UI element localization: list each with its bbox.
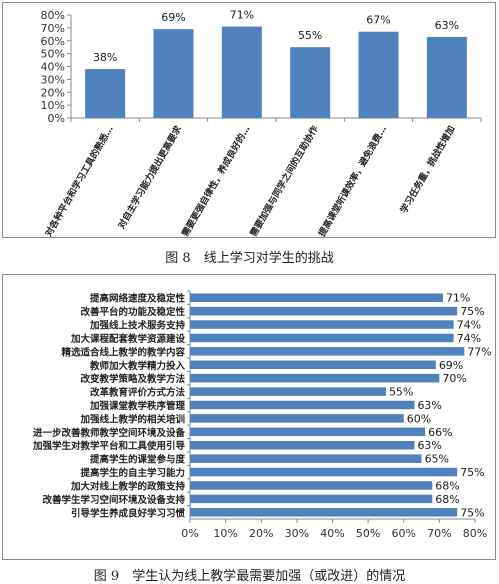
x-tick-label: 10% bbox=[213, 527, 237, 540]
bar bbox=[290, 47, 331, 118]
data-label: 66% bbox=[428, 426, 452, 439]
data-label: 74% bbox=[457, 332, 481, 345]
x-tick-label: 60% bbox=[392, 527, 416, 540]
bar bbox=[190, 414, 404, 423]
chart-panel-challenges: 0% 10% 20% 30% 40% 50% 60% 70% 80% 38% 对各种平台和学习工具的… bbox=[2, 2, 496, 239]
x-category-label: 需要加强与同学之间的互助协作 bbox=[247, 124, 320, 238]
data-label: 75% bbox=[460, 466, 484, 479]
bar bbox=[190, 373, 440, 383]
data-label: 55% bbox=[389, 386, 413, 399]
y-category-label: 改革教育评价方式方法 bbox=[90, 387, 186, 399]
x-tick-label: 70% bbox=[427, 527, 451, 540]
x-tick-label: 30% bbox=[285, 527, 309, 540]
bar bbox=[190, 427, 426, 437]
data-label: 68% bbox=[435, 493, 459, 506]
bar bbox=[190, 467, 458, 477]
y-category-label: 改善平台的功能及稳定性 bbox=[80, 306, 185, 318]
y-category-label: 进一步改善教师教学空间环境及设备 bbox=[33, 427, 186, 439]
y-tick-label: 0% bbox=[48, 112, 65, 125]
y-tick-label: 70% bbox=[41, 22, 65, 35]
data-label: 71% bbox=[230, 9, 254, 22]
y-category-label: 加强课堂教学秩序管理 bbox=[89, 400, 186, 412]
data-label: 60% bbox=[407, 412, 431, 425]
y-category-label: 加强线上教学的相关培训 bbox=[79, 413, 185, 425]
y-category-label: 提高学生的课堂参与度 bbox=[90, 454, 186, 466]
y-category-label: 改变教学策略及教学方法 bbox=[80, 373, 185, 385]
y-tick-label: 80% bbox=[41, 9, 65, 22]
x-tick-label: 50% bbox=[356, 527, 380, 540]
y-category-label: 加强学生对教学平台和工具使用引导 bbox=[32, 440, 186, 452]
data-label: 75% bbox=[460, 305, 484, 318]
data-label: 77% bbox=[467, 345, 491, 358]
data-label: 68% bbox=[435, 479, 459, 492]
y-tick-label: 20% bbox=[41, 86, 65, 99]
y-category-label: 提高学生的自主学习能力 bbox=[80, 467, 185, 479]
y-category-label: 加大课程配套教学资源建设 bbox=[70, 333, 186, 345]
x-category-label: 对各种平台和学习工具的熟悉… bbox=[42, 123, 115, 237]
bar bbox=[190, 347, 465, 356]
bar bbox=[190, 508, 458, 517]
x-category-label: 学习任务重，挑战性增加 bbox=[398, 124, 458, 216]
y-tick-label: 40% bbox=[41, 61, 65, 74]
bar bbox=[190, 293, 443, 302]
y-tick-label: 10% bbox=[41, 99, 65, 112]
bar bbox=[190, 387, 386, 396]
bar bbox=[190, 320, 454, 329]
data-label: 55% bbox=[298, 29, 322, 42]
figure-9-caption: 图 9 学生认为线上教学最需要加强（或改进）的情况 bbox=[93, 569, 406, 584]
data-label: 71% bbox=[446, 292, 470, 305]
bar bbox=[190, 481, 433, 490]
x-tick-label: 40% bbox=[320, 527, 344, 540]
x-category-label: 需要更强自律性，养成良好的… bbox=[179, 123, 252, 237]
bar bbox=[190, 306, 458, 316]
bar bbox=[85, 69, 126, 118]
y-category-label: 引导学生养成良好学习习惯 bbox=[71, 507, 186, 519]
chart-panel-improvements: 0% 10% 20% 30% 40% 50% 60% 70% 80% 提高网络速度及稳定性 71% 改… bbox=[2, 274, 496, 560]
y-tick-label: 30% bbox=[41, 73, 65, 86]
y-category-label: 提高网络速度及稳定性 bbox=[90, 293, 186, 305]
figure-8-caption: 图 8 线上学习对学生的挑战 bbox=[165, 251, 334, 266]
bar bbox=[221, 26, 262, 118]
data-label: 63% bbox=[435, 19, 459, 32]
data-label: 75% bbox=[460, 506, 484, 519]
data-label: 74% bbox=[457, 319, 481, 332]
bar bbox=[153, 29, 194, 119]
bar bbox=[190, 333, 454, 343]
data-label: 69% bbox=[439, 359, 463, 372]
y-tick-label: 60% bbox=[41, 35, 65, 48]
x-tick-label: 80% bbox=[463, 527, 487, 540]
data-label: 65% bbox=[425, 453, 449, 466]
data-label: 67% bbox=[366, 14, 390, 27]
data-label: 70% bbox=[442, 372, 466, 385]
data-label: 63% bbox=[417, 399, 441, 412]
bar bbox=[190, 400, 415, 410]
bar bbox=[190, 360, 436, 370]
x-category-label: 对自主学习能力提出更高要求 bbox=[115, 123, 184, 231]
x-category-label: 提高课堂听课效率，避免浪费… bbox=[316, 124, 389, 238]
x-tick-label: 0% bbox=[181, 527, 198, 540]
bar bbox=[190, 494, 433, 504]
y-tick-label: 50% bbox=[41, 48, 65, 61]
challenges-bar-chart: 0%10%20%30%40%50%60%70%80% 38% 对各种平台和学习工具的… bbox=[41, 9, 482, 239]
data-label: 38% bbox=[93, 51, 117, 64]
y-category-label: 精选适合线上教学的教学内容 bbox=[61, 346, 185, 358]
bar bbox=[190, 440, 415, 450]
data-label: 63% bbox=[417, 439, 441, 452]
data-label: 69% bbox=[161, 11, 185, 24]
y-category-label: 教师加大教学精力投入 bbox=[89, 360, 186, 372]
x-tick-label: 20% bbox=[249, 527, 273, 540]
y-category-label: 加强线上技术服务支持 bbox=[89, 320, 186, 332]
bar bbox=[190, 454, 422, 463]
improvements-bar-chart: 0% 10% 20% 30% 40% 50% 60% 70% 80% 提高网络速度及稳定性 71% 改… bbox=[32, 290, 492, 540]
bar bbox=[426, 36, 467, 119]
y-category-label: 加大对线上教学的政策支持 bbox=[70, 480, 186, 492]
bar bbox=[358, 31, 399, 118]
y-category-label: 改善学生学习空间环境及设备支持 bbox=[42, 494, 185, 506]
